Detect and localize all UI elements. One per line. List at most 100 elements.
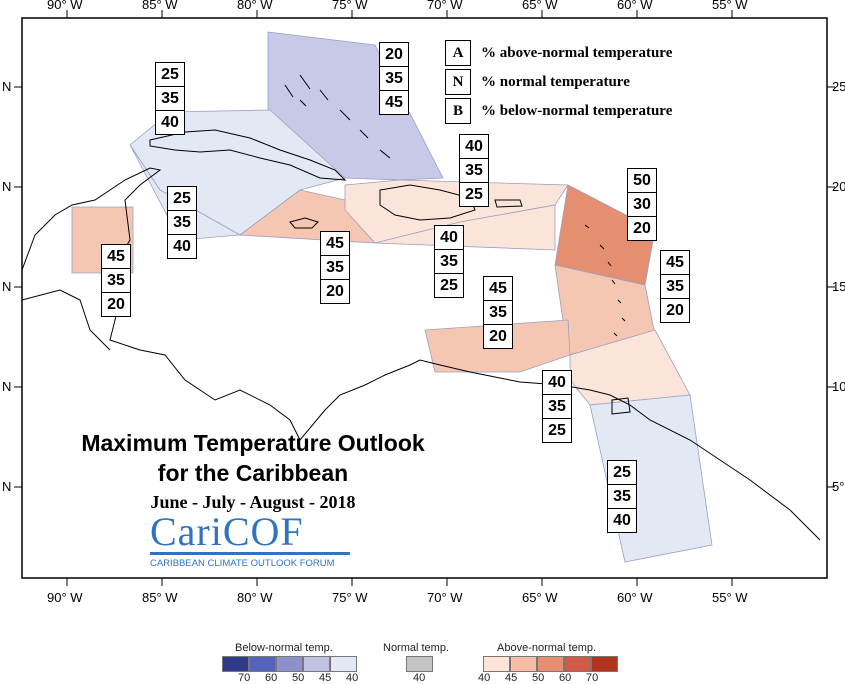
prob-a: 40 [542, 370, 572, 395]
prob-b: 20 [660, 298, 690, 323]
prob-n: 35 [379, 66, 409, 91]
prob-box-cayman: 25 35 40 [167, 186, 197, 259]
lon-label-bottom: 75° W [332, 590, 368, 605]
subtitle: June - July - August - 2018 [150, 492, 356, 512]
colorbar-swatch-below [222, 656, 249, 672]
prob-b: 25 [434, 273, 464, 298]
lat-label-left: N [2, 479, 12, 494]
colorbar-tick-above: 40 [478, 672, 491, 684]
colorbar-swatch-below [303, 656, 330, 672]
prob-n: 35 [660, 274, 690, 299]
colorbar-tick-below: 50 [292, 672, 305, 684]
legend-text: % below-normal temperature [481, 102, 673, 119]
coastlines [21, 74, 821, 541]
prob-a: 45 [483, 276, 513, 301]
legend-row: A % above-normal temperature [445, 40, 672, 66]
colorbar-tick-above: 45 [505, 672, 518, 684]
logo-wordmark: CariCOF [150, 509, 304, 554]
lon-label-top: 70° W [427, 0, 463, 12]
lon-label-bottom: 70° W [427, 590, 463, 605]
colorbar-tick-below: 45 [319, 672, 332, 684]
prob-n: 30 [627, 192, 657, 217]
prob-b: 45 [379, 90, 409, 115]
prob-n: 35 [434, 249, 464, 274]
prob-a: 45 [660, 250, 690, 275]
colorbar-swatch-above [564, 656, 591, 672]
title-line1: Maximum Temperature Outlook [81, 430, 425, 456]
prob-a: 50 [627, 168, 657, 193]
prob-n: 35 [320, 255, 350, 280]
prob-b: 25 [542, 418, 572, 443]
colorbar-swatch-below [330, 656, 357, 672]
prob-b: 40 [607, 508, 637, 533]
lat-label-left: N [2, 379, 12, 394]
lon-label-top: 60° W [617, 0, 653, 12]
lat-label-right: 5° [832, 479, 845, 494]
prob-b: 20 [101, 292, 131, 317]
lon-label-top: 85° W [142, 0, 178, 12]
legend-letter: B [445, 98, 471, 124]
lon-label-bottom: 60° W [617, 590, 653, 605]
lon-label-bottom: 55° W [712, 590, 748, 605]
caricof-logo: CariCOF CARIBBEAN CLIMATE OUTLOOK FORUM [150, 512, 350, 572]
colorbar-swatch-below [249, 656, 276, 672]
prob-box-belize: 45 35 20 [101, 244, 131, 317]
colorbar-swatch-above [483, 656, 510, 672]
colorbar-tick-below: 70 [238, 672, 251, 684]
lon-label-top: 80° W [237, 0, 273, 12]
prob-a: 45 [101, 244, 131, 269]
colorbar-swatch-below [276, 656, 303, 672]
lon-label-top: 65° W [522, 0, 558, 12]
prob-b: 40 [167, 234, 197, 259]
lon-label-top: 75° W [332, 0, 368, 12]
prob-box-abc: 45 35 20 [483, 276, 513, 349]
colorbar-tick-normal: 40 [413, 672, 426, 684]
lat-label-left: N [2, 179, 12, 194]
prob-n: 35 [101, 268, 131, 293]
prob-box-guianas: 25 35 40 [607, 460, 637, 533]
prob-a: 25 [167, 186, 197, 211]
prob-a: 25 [607, 460, 637, 485]
lat-label-right: 15 [832, 279, 845, 294]
prob-b: 40 [155, 110, 185, 135]
prob-box-bahamas: 20 35 45 [379, 42, 409, 115]
legend-row: B % below-normal temperature [445, 98, 672, 124]
lon-label-bottom: 65° W [522, 590, 558, 605]
colorbar-swatch-above [537, 656, 564, 672]
legend-text: % normal temperature [481, 73, 630, 90]
lon-label-bottom: 90° W [47, 590, 83, 605]
legend-letter: N [445, 69, 471, 95]
lat-label-right: 20 [832, 179, 845, 194]
prob-n: 35 [155, 86, 185, 111]
title-line2: for the Caribbean [157, 460, 349, 486]
prob-a: 40 [459, 134, 489, 159]
colorbar-tick-above: 60 [559, 672, 572, 684]
prob-box-hispaniola-south: 40 35 25 [434, 225, 464, 298]
colorbar-below-label: Below-normal temp. [235, 642, 333, 654]
legend-row: N % normal temperature [445, 69, 630, 95]
colorbar-normal-label: Normal temp. [383, 642, 450, 654]
prob-b: 20 [320, 279, 350, 304]
lon-label-bottom: 85° W [142, 590, 178, 605]
lat-label-right: 25 [832, 79, 845, 94]
prob-b: 25 [459, 182, 489, 207]
prob-box-windward: 45 35 20 [660, 250, 690, 323]
colorbar-swatch-above [510, 656, 537, 672]
lon-label-top: 90° W [47, 0, 83, 12]
prob-a: 45 [320, 231, 350, 256]
prob-n: 35 [607, 484, 637, 509]
colorbar-tick-below: 40 [346, 672, 359, 684]
lat-label-right: 10 [832, 379, 845, 394]
colorbar-swatch-above [591, 656, 618, 672]
lat-label-left: N [2, 79, 12, 94]
prob-n: 35 [167, 210, 197, 235]
prob-box-leeward: 50 30 20 [627, 168, 657, 241]
legend-text: % above-normal temperature [481, 44, 673, 61]
colorbar-tick-above: 70 [586, 672, 599, 684]
lon-label-top: 55° W [712, 0, 748, 12]
prob-b: 20 [483, 324, 513, 349]
prob-box-hispaniola: 40 35 25 [459, 134, 489, 207]
colorbar-swatch-normal [406, 656, 433, 672]
legend-letter: A [445, 40, 471, 66]
